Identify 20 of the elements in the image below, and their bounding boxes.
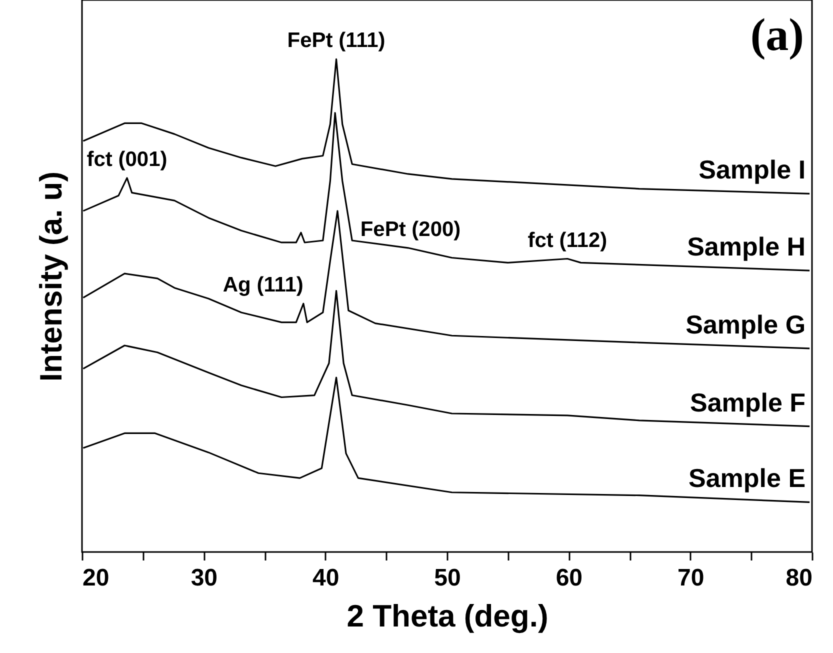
x-tick-label: 20 [82, 564, 110, 592]
series-label: Sample E [688, 463, 806, 494]
x-tick-label: 80 [786, 564, 812, 592]
series-label: Sample F [690, 387, 806, 418]
x-tick-label: 70 [677, 564, 704, 592]
annotation: FePt (111) [287, 29, 386, 52]
series-label: Sample H [687, 232, 806, 262]
x-tick-label: 60 [556, 564, 583, 592]
series-label: Sample G [686, 309, 806, 340]
x-axis-title: 2 Theta (deg.) [346, 598, 548, 634]
annotation: FePt (200) [360, 218, 461, 241]
annotation: Ag (111) [222, 274, 304, 297]
annotation: fct (112) [528, 228, 608, 252]
y-axis-title: Intensity (a. u) [34, 171, 68, 382]
annotation: fct (001) [86, 148, 168, 171]
x-tick-label: 30 [190, 564, 218, 592]
annotation: (a) [750, 9, 804, 60]
x-tick-label: 40 [312, 564, 340, 592]
x-tick-label: 50 [434, 564, 461, 592]
series-label: Sample I [698, 154, 806, 185]
